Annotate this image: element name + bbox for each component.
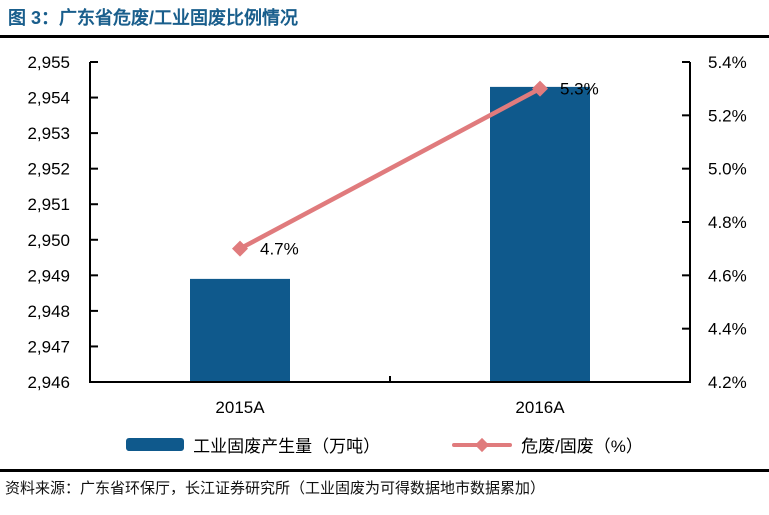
- left-axis-label: 2,948: [27, 302, 70, 321]
- left-axis-label: 2,955: [27, 53, 70, 72]
- footer-divider: [0, 469, 769, 472]
- bar-swatch-icon: [126, 438, 185, 451]
- right-axis-label: 5.2%: [708, 106, 747, 125]
- right-axis-label: 4.6%: [708, 266, 747, 285]
- right-axis-label: 5.4%: [708, 53, 747, 72]
- figure-title: 图 3：广东省危废/工业固废比例情况: [8, 8, 299, 28]
- left-axis-label: 2,954: [27, 89, 70, 108]
- legend-item-line: 危废/固废（%）: [452, 432, 643, 457]
- left-axis-label: 2,953: [27, 124, 70, 143]
- point-label: 4.7%: [260, 240, 299, 259]
- bar-2015A: [190, 278, 290, 382]
- line-series: [238, 86, 542, 251]
- left-axis-label: 2,946: [27, 373, 70, 392]
- title-divider: [0, 35, 769, 38]
- left-axis-label: 2,951: [27, 195, 70, 214]
- left-axis-label: 2,947: [27, 337, 70, 356]
- marker-2015A: [232, 240, 248, 257]
- legend-item-bar: 工业固废产生量（万吨）: [126, 432, 380, 457]
- right-axis-label: 4.2%: [708, 373, 747, 392]
- point-label: 5.3%: [560, 80, 599, 99]
- x-axis-label: 2016A: [515, 398, 565, 417]
- left-axis-label: 2,950: [27, 231, 70, 250]
- bar-2016A: [490, 86, 590, 382]
- x-axis-label: 2015A: [215, 398, 265, 417]
- legend-label-line: 危废/固废（%）: [521, 437, 643, 456]
- right-axis-label: 4.8%: [708, 213, 747, 232]
- chart-canvas: 2,946 2,947 2,948 2,949 2,950 2,951 2,952 2,953…: [27, 53, 747, 417]
- right-axis-label: 4.4%: [708, 320, 747, 339]
- marker-2016A: [532, 80, 548, 97]
- source-note: 资料来源：广东省环保厅，长江证券研究所（工业固废为可得数据地市数据累加）: [5, 480, 546, 497]
- legend-label-bar: 工业固废产生量（万吨）: [193, 437, 381, 456]
- diamond-marker-icon: [475, 437, 490, 452]
- left-axis-label: 2,949: [27, 266, 70, 285]
- left-axis-label: 2,952: [27, 160, 70, 179]
- right-axis-label: 5.0%: [708, 160, 747, 179]
- line-swatch-icon: [452, 437, 513, 453]
- chart-legend: 工业固废产生量（万吨） 危废/固废（%）: [0, 432, 769, 457]
